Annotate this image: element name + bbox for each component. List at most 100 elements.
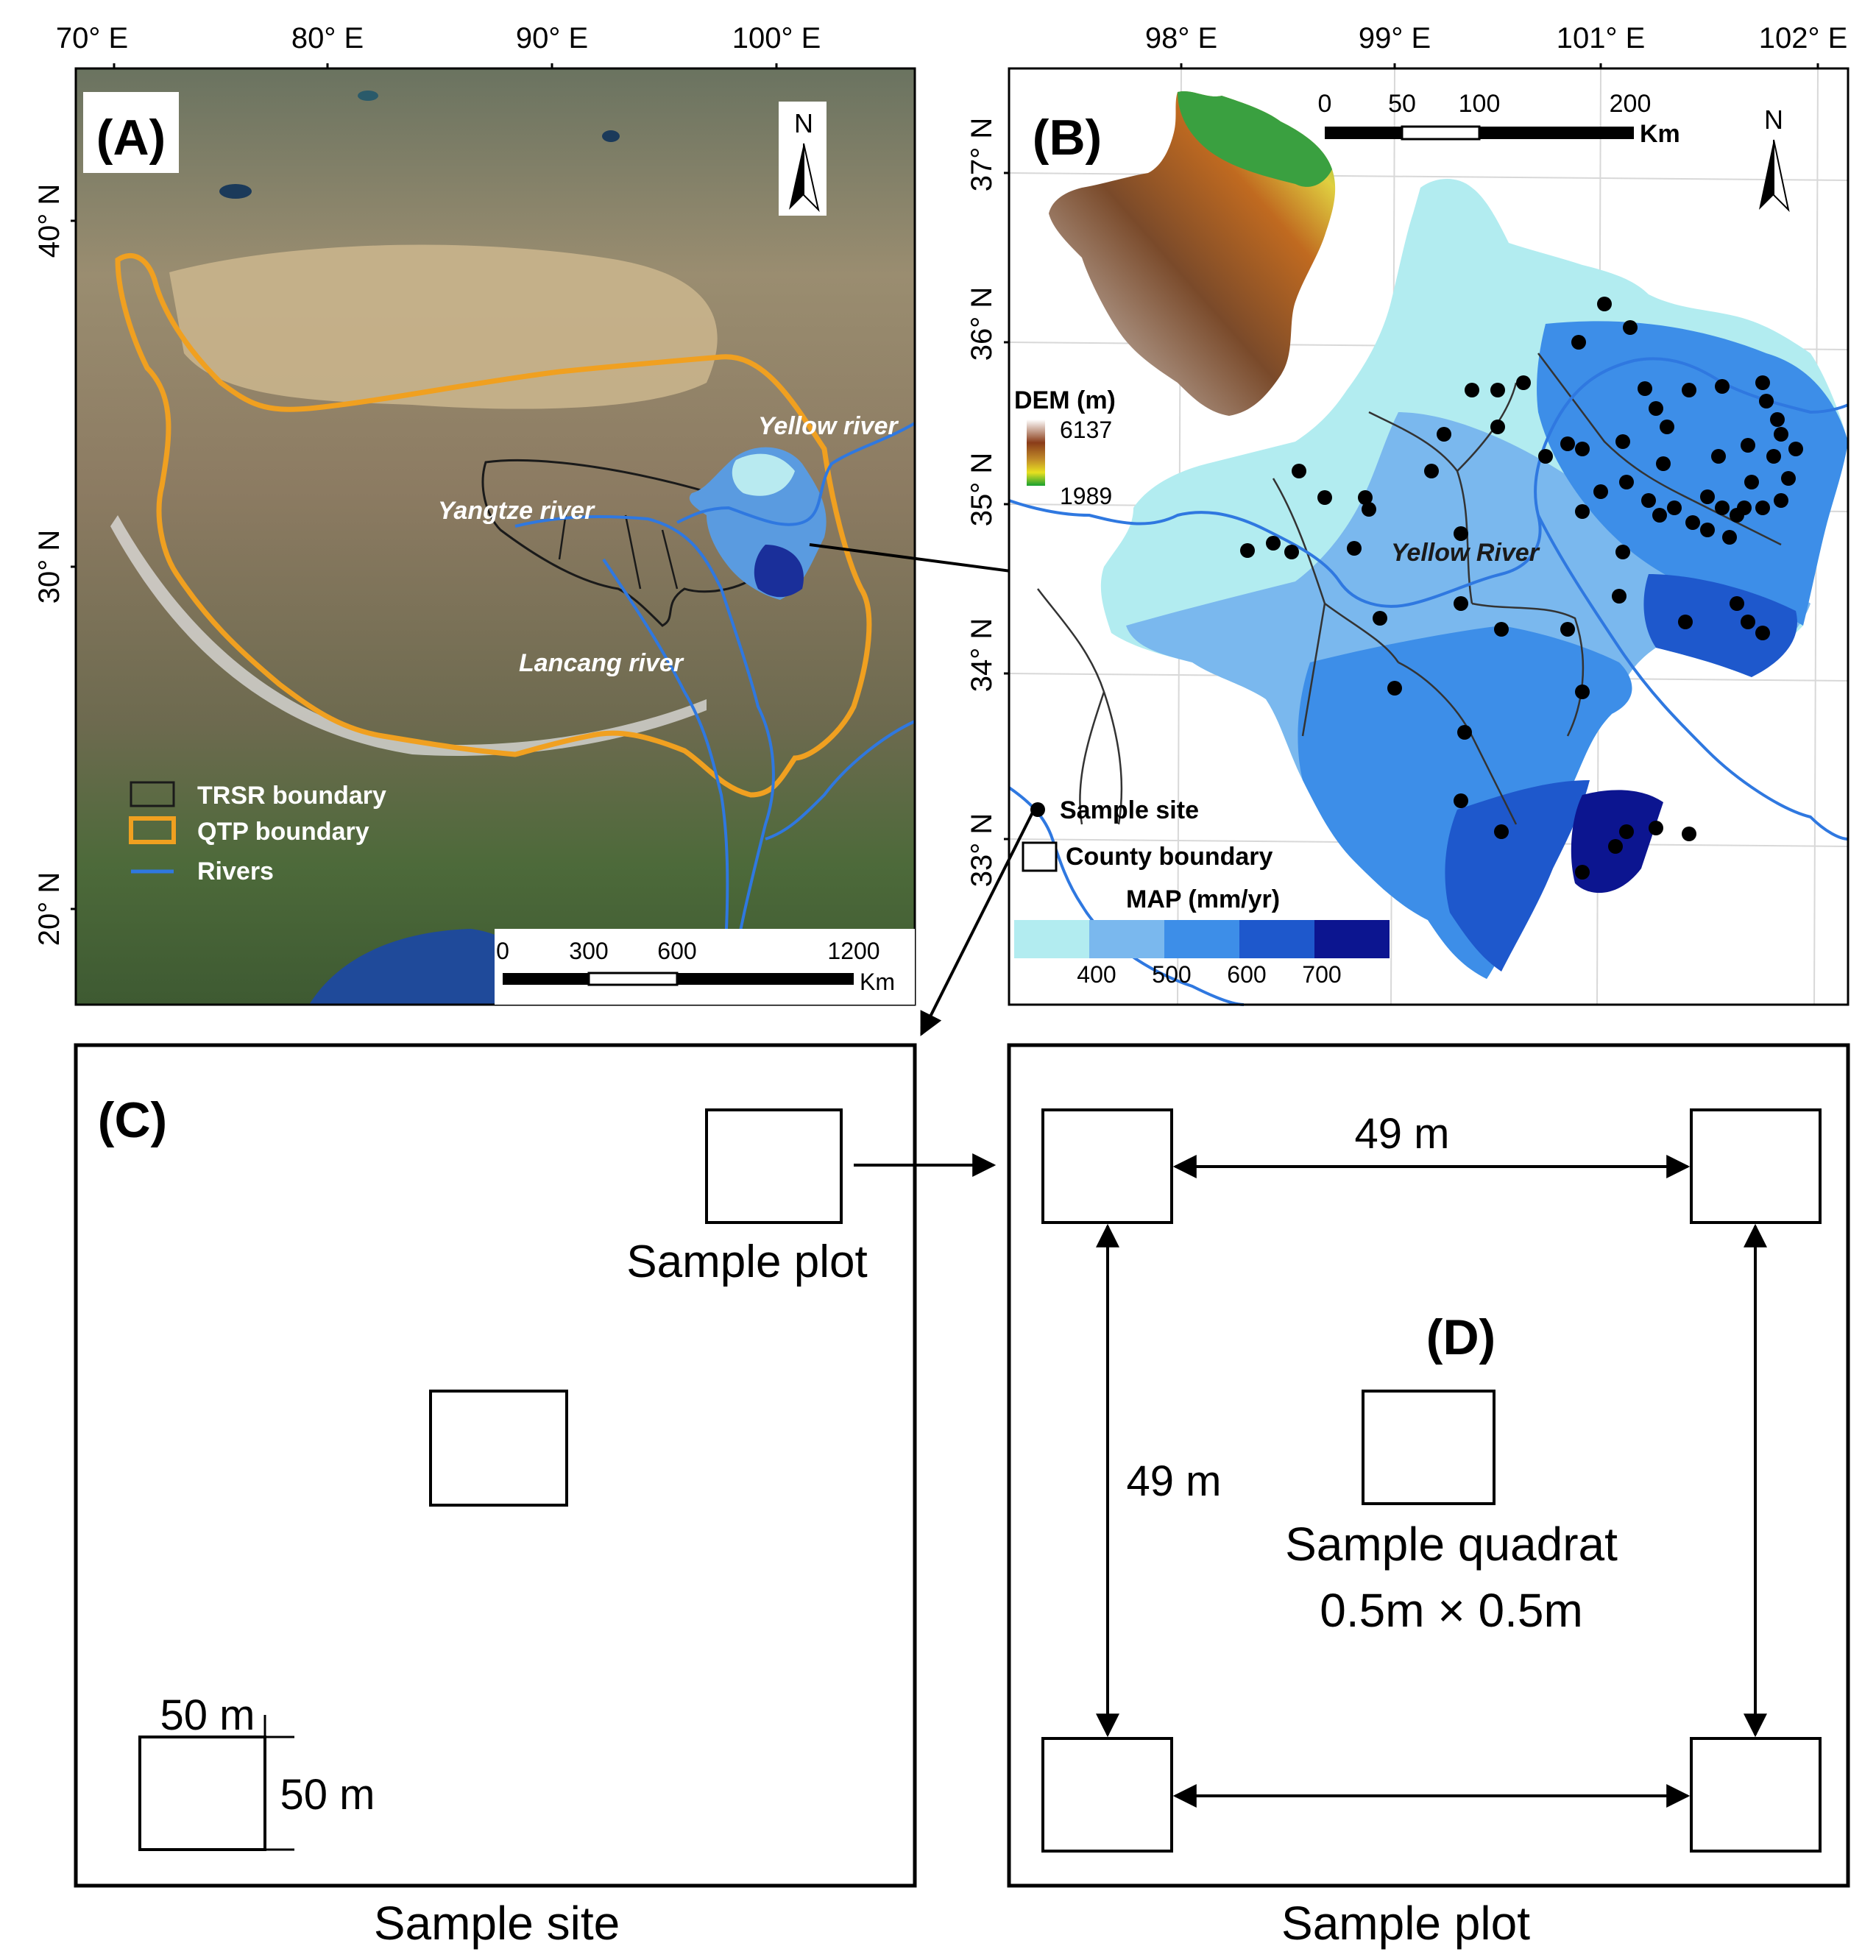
map-legend-swatch xyxy=(1164,920,1239,958)
river-b-west xyxy=(1008,786,1245,1006)
sample-site-dot xyxy=(1465,383,1479,397)
lat-tick-label: 20° N xyxy=(33,872,66,947)
panel-b-scale-bar: 0 50 100 200 Km xyxy=(1318,90,1680,148)
sample-site-dot xyxy=(1571,335,1586,350)
svg-text:100: 100 xyxy=(1459,90,1501,118)
map-legend-tick: 400 xyxy=(1077,961,1116,988)
svg-text:0: 0 xyxy=(496,938,509,964)
map-legend-swatch xyxy=(1239,920,1314,958)
sample-quadrat-box[interactable] xyxy=(1690,1737,1822,1853)
panel-c-label: (C) xyxy=(98,1092,167,1148)
river-label-yellow-b: Yellow River xyxy=(1391,539,1540,567)
sample-site-dot xyxy=(1615,434,1630,449)
dem-inset-green xyxy=(1178,91,1332,187)
sample-site-dot xyxy=(1700,523,1715,537)
sample-site-dot xyxy=(1715,379,1730,394)
sample-site-dot xyxy=(1240,543,1255,558)
sample-site-dot xyxy=(1770,412,1785,427)
dem-legend-max: 6137 xyxy=(1060,417,1112,443)
sample-site-dot xyxy=(1387,681,1402,696)
himalaya-snow xyxy=(110,515,707,756)
panel-a-scale-bar: 0 300 600 1200 Km xyxy=(495,929,915,1005)
svg-text:1200: 1200 xyxy=(827,938,879,964)
sample-quadrat-box[interactable] xyxy=(1362,1390,1496,1505)
panel-b-frame xyxy=(1008,67,1850,1006)
sample-site-dot xyxy=(1766,449,1781,464)
county-boundaries xyxy=(1037,353,1782,825)
sample-site-dot xyxy=(1755,500,1770,515)
sample-plot-box[interactable] xyxy=(429,1390,568,1507)
sample-site-dot xyxy=(1715,500,1730,515)
panel-b-label: (B) xyxy=(1033,110,1102,166)
sample-site-dot xyxy=(1741,615,1755,629)
lake xyxy=(602,130,620,142)
sample-site-dot xyxy=(1358,490,1373,505)
map-legend: MAP (mm/yr) 400 500 600 700 xyxy=(1014,885,1390,988)
tarim-basin xyxy=(169,244,718,409)
lat-tick-label: 35° N xyxy=(966,453,998,527)
sample-sites xyxy=(1240,297,1803,880)
river-label-yangtze: Yangtze river xyxy=(438,497,595,525)
sample-site-dot xyxy=(1454,596,1468,611)
svg-text:N: N xyxy=(1764,105,1783,135)
yellow-river-b-lower xyxy=(1537,514,1849,841)
sample-site-dot xyxy=(1615,545,1630,559)
sample-site-dot xyxy=(1652,508,1667,523)
svg-text:300: 300 xyxy=(569,938,608,964)
sample-quadrat-box[interactable] xyxy=(1690,1108,1822,1224)
quadrat-size-label: 0.5m × 0.5m xyxy=(1320,1584,1583,1637)
panel-d-frame xyxy=(1007,1043,1850,1888)
sample-plot-box[interactable] xyxy=(138,1736,266,1851)
quadrat-label: Sample quadrat xyxy=(1285,1518,1618,1571)
sample-quadrat-box[interactable] xyxy=(1041,1737,1173,1853)
map-legend-title: MAP (mm/yr) xyxy=(1126,885,1280,913)
lancang-river-line xyxy=(602,558,729,958)
sample-site-dot xyxy=(1641,493,1656,508)
panel-b-rivers xyxy=(1008,357,1849,1006)
svg-text:200: 200 xyxy=(1610,90,1652,118)
svg-text:Km: Km xyxy=(860,969,895,995)
map-legend-tick: 600 xyxy=(1227,961,1266,988)
sample-site-dot xyxy=(1638,381,1652,396)
sample-site-dot xyxy=(1711,449,1726,464)
lon-tick-label: 98° E xyxy=(1145,22,1217,54)
sample-site-dot xyxy=(1538,449,1553,464)
dem-legend-title: DEM (m) xyxy=(1014,386,1116,414)
svg-text:0: 0 xyxy=(1318,90,1332,118)
panel-c-frame xyxy=(74,1043,917,1888)
sample-site-dot xyxy=(1494,622,1509,637)
trsr-internal-boundary xyxy=(558,507,679,590)
sample-site-dot xyxy=(1774,427,1788,442)
dem-legend-min: 1989 xyxy=(1060,483,1112,509)
lake xyxy=(219,184,252,199)
sample-site-dot xyxy=(1612,589,1627,604)
sample-site-dot xyxy=(1755,375,1770,390)
dem-legend: DEM (m) 6137 1989 xyxy=(1014,386,1116,509)
sample-site-dot xyxy=(1490,383,1505,397)
sample-site-dot xyxy=(1575,504,1590,519)
svg-text:50: 50 xyxy=(1388,90,1416,118)
legend-label-qtp: QTP boundary xyxy=(197,818,369,846)
sample-site-dot xyxy=(1667,500,1682,515)
sample-site-dot xyxy=(1741,438,1755,453)
lon-tick-label: 100° E xyxy=(732,22,821,54)
panel-d-label: (D) xyxy=(1426,1309,1496,1365)
legend-label-county: County boundary xyxy=(1066,843,1273,871)
lat-tick-label: 40° N xyxy=(33,184,66,258)
sample-site-dot xyxy=(1373,611,1387,626)
sample-site-dot xyxy=(1774,493,1788,508)
sample-quadrat-box[interactable] xyxy=(1041,1108,1173,1224)
sample-site-dot xyxy=(1649,401,1663,416)
panel-a-label: (A) xyxy=(96,110,166,166)
sample-plot-box[interactable] xyxy=(705,1108,843,1224)
sample-site-dot xyxy=(1619,824,1634,839)
legend-label-rivers: Rivers xyxy=(197,857,274,885)
sample-site-dot xyxy=(1788,442,1803,456)
qtp-boundary xyxy=(115,253,872,798)
svg-text:N: N xyxy=(794,108,813,138)
sample-site-dot xyxy=(1759,394,1774,408)
sample-site-dot xyxy=(1656,456,1671,471)
panel-b-legend: Sample site County boundary xyxy=(1022,796,1273,872)
sample-site-dot xyxy=(1284,545,1299,559)
